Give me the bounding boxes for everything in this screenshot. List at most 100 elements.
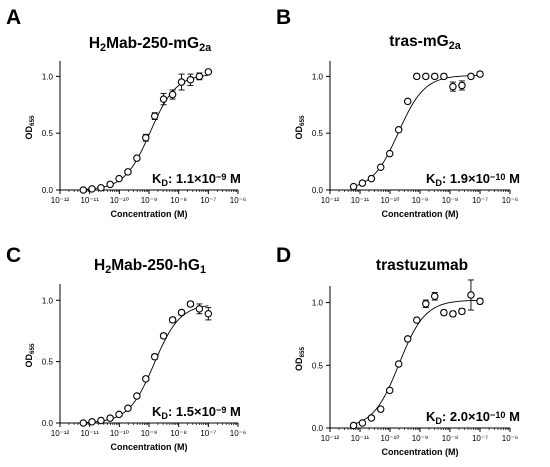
data-point [376, 163, 385, 172]
data-point [186, 300, 195, 308]
data-point [430, 292, 439, 301]
data-point [476, 297, 484, 306]
data-point [476, 70, 484, 78]
x-tick-label: 10⁻⁶ [230, 429, 246, 438]
data-point [79, 419, 88, 427]
y-axis-title: OD655 [294, 347, 306, 372]
x-tick-label: 10⁻⁶ [502, 434, 518, 443]
data-point [142, 133, 150, 142]
data-point [124, 168, 132, 176]
data-point [394, 360, 403, 368]
x-tick-label: 10⁻⁷ [472, 196, 488, 205]
data-point [467, 291, 475, 299]
y-tick-label: 0.0 [42, 186, 54, 195]
x-tick-label: 10⁻⁸ [170, 429, 187, 438]
y-tick-label: 0.0 [312, 424, 324, 433]
fit-curve [353, 299, 481, 425]
kd-annotation: KD: 1.1×10−9 M [152, 171, 241, 188]
x-axis-title: Concentration (M) [111, 442, 188, 452]
x-tick-label: 10⁻¹¹ [80, 196, 99, 205]
data-point [358, 179, 367, 187]
x-tick-label: 10⁻⁹ [141, 196, 158, 205]
data-point [195, 72, 204, 81]
fit-curve [353, 74, 481, 187]
y-tick-label: 0.5 [42, 358, 54, 367]
panel-letter: B [276, 6, 291, 29]
x-tick-label: 10⁻¹² [51, 196, 70, 205]
data-point [88, 418, 96, 426]
y-tick-label: 1.0 [312, 299, 324, 308]
panel-title: H2Mab-250-mG2a [89, 35, 212, 54]
data-point [422, 300, 430, 308]
data-point [159, 332, 168, 340]
panel-letter: C [6, 244, 21, 267]
x-tick-label: 10⁻⁷ [200, 196, 216, 205]
data-point [204, 310, 213, 318]
data-point [150, 112, 159, 120]
kd-annotation: KD: 1.5×10−9 M [152, 404, 241, 421]
data-point [413, 316, 421, 324]
panel-title: tras-mG2a [389, 33, 461, 52]
data-point [349, 421, 358, 430]
data-point [449, 82, 457, 91]
x-tick-label: 10⁻⁹ [412, 196, 429, 205]
data-point [115, 174, 123, 183]
x-tick-label: 10⁻⁸ [170, 196, 187, 205]
data-point [159, 95, 168, 103]
x-tick-label: 10⁻⁹ [412, 434, 429, 443]
panel-c: C H2Mab-250-hG1 10⁻¹² 10⁻¹¹ 10⁻¹⁰ 10⁻⁹ 10⁻⁸ 10⁻… [6, 244, 246, 452]
data-point [385, 386, 394, 395]
data-point [440, 72, 448, 81]
data-point [449, 310, 457, 318]
data-point [133, 154, 141, 162]
data-point [204, 68, 213, 76]
y-axis-title: OD655 [24, 343, 36, 368]
x-tick-label: 10⁻¹⁰ [110, 429, 129, 438]
data-point [403, 97, 412, 106]
data-point [79, 186, 88, 194]
data-point [422, 72, 430, 81]
x-tick-label: 10⁻¹⁰ [381, 196, 400, 205]
data-point [106, 180, 114, 189]
data-point [367, 414, 376, 422]
kd-annotation: KD: 1.9×10−10 M [426, 171, 520, 188]
data-point [385, 149, 394, 158]
y-tick-label: 1.0 [42, 72, 54, 81]
x-axis-title: Concentration (M) [111, 209, 188, 219]
y-tick-label: 0.5 [312, 129, 324, 138]
data-point [458, 81, 466, 90]
data-point [124, 404, 132, 413]
data-point [376, 405, 385, 413]
data-point [150, 352, 159, 361]
x-tick-label: 10⁻¹¹ [351, 196, 370, 205]
data-point [394, 126, 403, 134]
data-point [142, 375, 150, 383]
y-axis-title: OD655 [294, 115, 306, 140]
data-point [367, 174, 376, 183]
data-point [177, 78, 186, 86]
y-axis-title: OD655 [24, 115, 36, 140]
data-point [467, 72, 475, 81]
x-tick-label: 10⁻⁷ [200, 429, 216, 438]
data-point [106, 414, 114, 422]
y-tick-label: 1.0 [42, 296, 54, 305]
data-point [97, 183, 105, 192]
x-tick-label: 10⁻¹¹ [351, 434, 370, 443]
y-tick-label: 0.0 [42, 419, 54, 428]
y-tick-label: 1.0 [312, 72, 324, 81]
x-tick-label: 10⁻⁶ [502, 196, 518, 205]
x-tick-label: 10⁻¹⁰ [381, 434, 400, 443]
data-point [403, 335, 412, 343]
x-tick-label: 10⁻⁸ [442, 196, 459, 205]
x-tick-label: 10⁻¹² [321, 196, 340, 205]
x-tick-label: 10⁻¹⁰ [110, 196, 129, 205]
panel-title: H2Mab-250-hG1 [94, 257, 206, 276]
x-tick-label: 10⁻⁶ [230, 196, 246, 205]
data-point [440, 308, 448, 317]
panel-title: trastuzumab [376, 257, 468, 274]
data-point [195, 305, 204, 313]
data-point [430, 72, 439, 81]
panel-a: A H2Mab-250-mG2a 10⁻¹² 10⁻¹¹ 10⁻¹⁰ 10⁻⁹ 10⁻⁸ 10… [6, 6, 246, 219]
data-point [458, 307, 466, 316]
